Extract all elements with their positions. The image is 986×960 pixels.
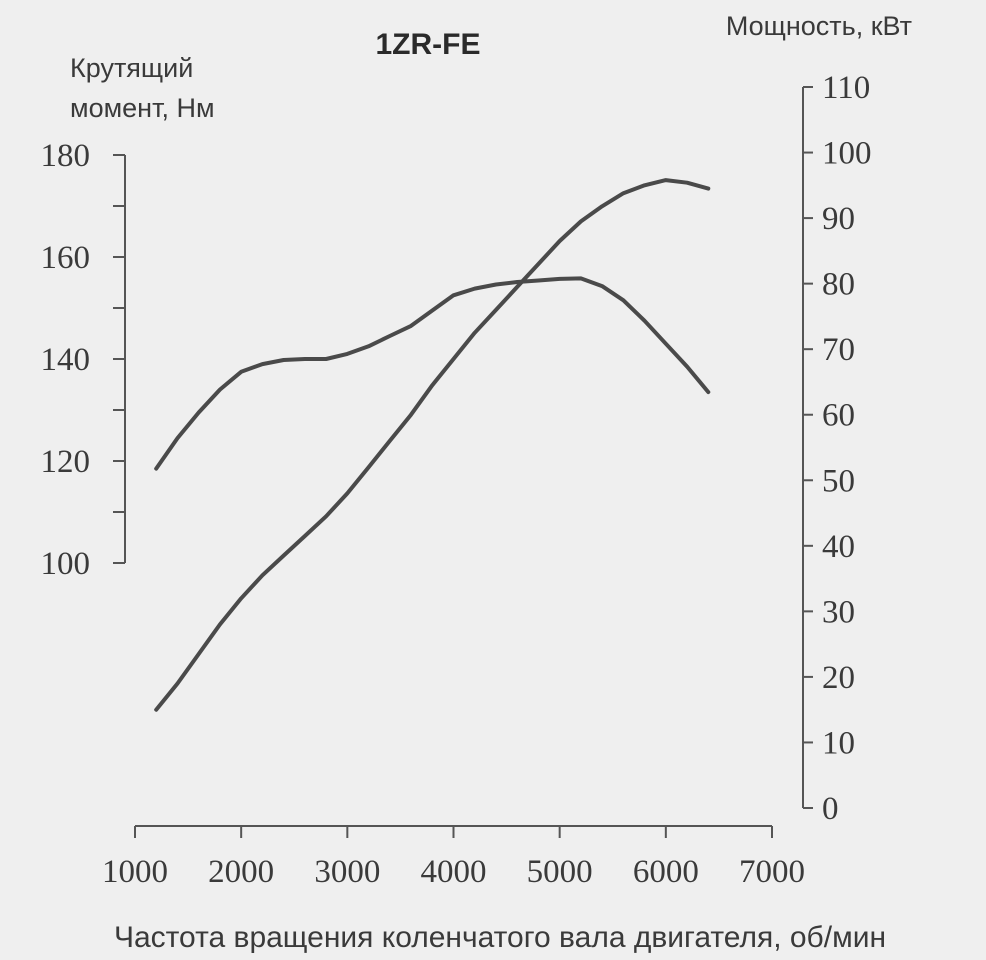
series bbox=[154, 178, 711, 712]
right-y-tick-label: 90 bbox=[822, 201, 855, 237]
axes bbox=[113, 86, 813, 838]
left-y-tick-label: 180 bbox=[41, 138, 91, 174]
left-axis-label-line2: момент, Нм bbox=[70, 93, 215, 123]
right-y-tick-label: 110 bbox=[822, 70, 870, 106]
tick-labels: 1000 2000 3000 4000 5000 6000 7000100120140160… bbox=[41, 70, 872, 890]
chart-title: 1ZR-FE bbox=[376, 28, 481, 61]
torque-curve bbox=[154, 276, 711, 471]
x-tick-label: 7000 bbox=[739, 854, 805, 890]
x-tick-label: 3000 bbox=[314, 854, 380, 890]
left-y-tick-label: 100 bbox=[41, 546, 91, 582]
right-y-tick-label: 70 bbox=[822, 332, 855, 368]
right-y-tick-label: 60 bbox=[822, 398, 855, 434]
right-y-tick-label: 50 bbox=[822, 463, 855, 499]
right-y-tick-label: 10 bbox=[822, 725, 855, 761]
right-y-tick-label: 30 bbox=[822, 594, 855, 630]
x-tick-label: 5000 bbox=[527, 854, 593, 890]
left-y-tick-label: 160 bbox=[41, 240, 91, 276]
left-y-tick-label: 120 bbox=[41, 444, 91, 480]
right-y-tick-label: 80 bbox=[822, 267, 855, 303]
right-y-tick-label: 100 bbox=[822, 136, 872, 172]
x-tick-label: 1000 bbox=[102, 854, 168, 890]
left-axis-label-line1: Крутящий bbox=[70, 53, 193, 83]
power-curve bbox=[154, 178, 711, 712]
x-axis-label: Частота вращения коленчатого вала двигат… bbox=[114, 921, 886, 954]
right-axis-label: Мощность, кВт bbox=[726, 11, 912, 41]
right-y-tick-label: 0 bbox=[822, 791, 839, 827]
x-tick-label: 2000 bbox=[208, 854, 274, 890]
left-y-tick-label: 140 bbox=[41, 342, 91, 378]
x-tick-label: 4000 bbox=[421, 854, 487, 890]
right-y-tick-label: 20 bbox=[822, 660, 855, 696]
right-y-tick-label: 40 bbox=[822, 529, 855, 565]
x-tick-label: 6000 bbox=[633, 854, 699, 890]
